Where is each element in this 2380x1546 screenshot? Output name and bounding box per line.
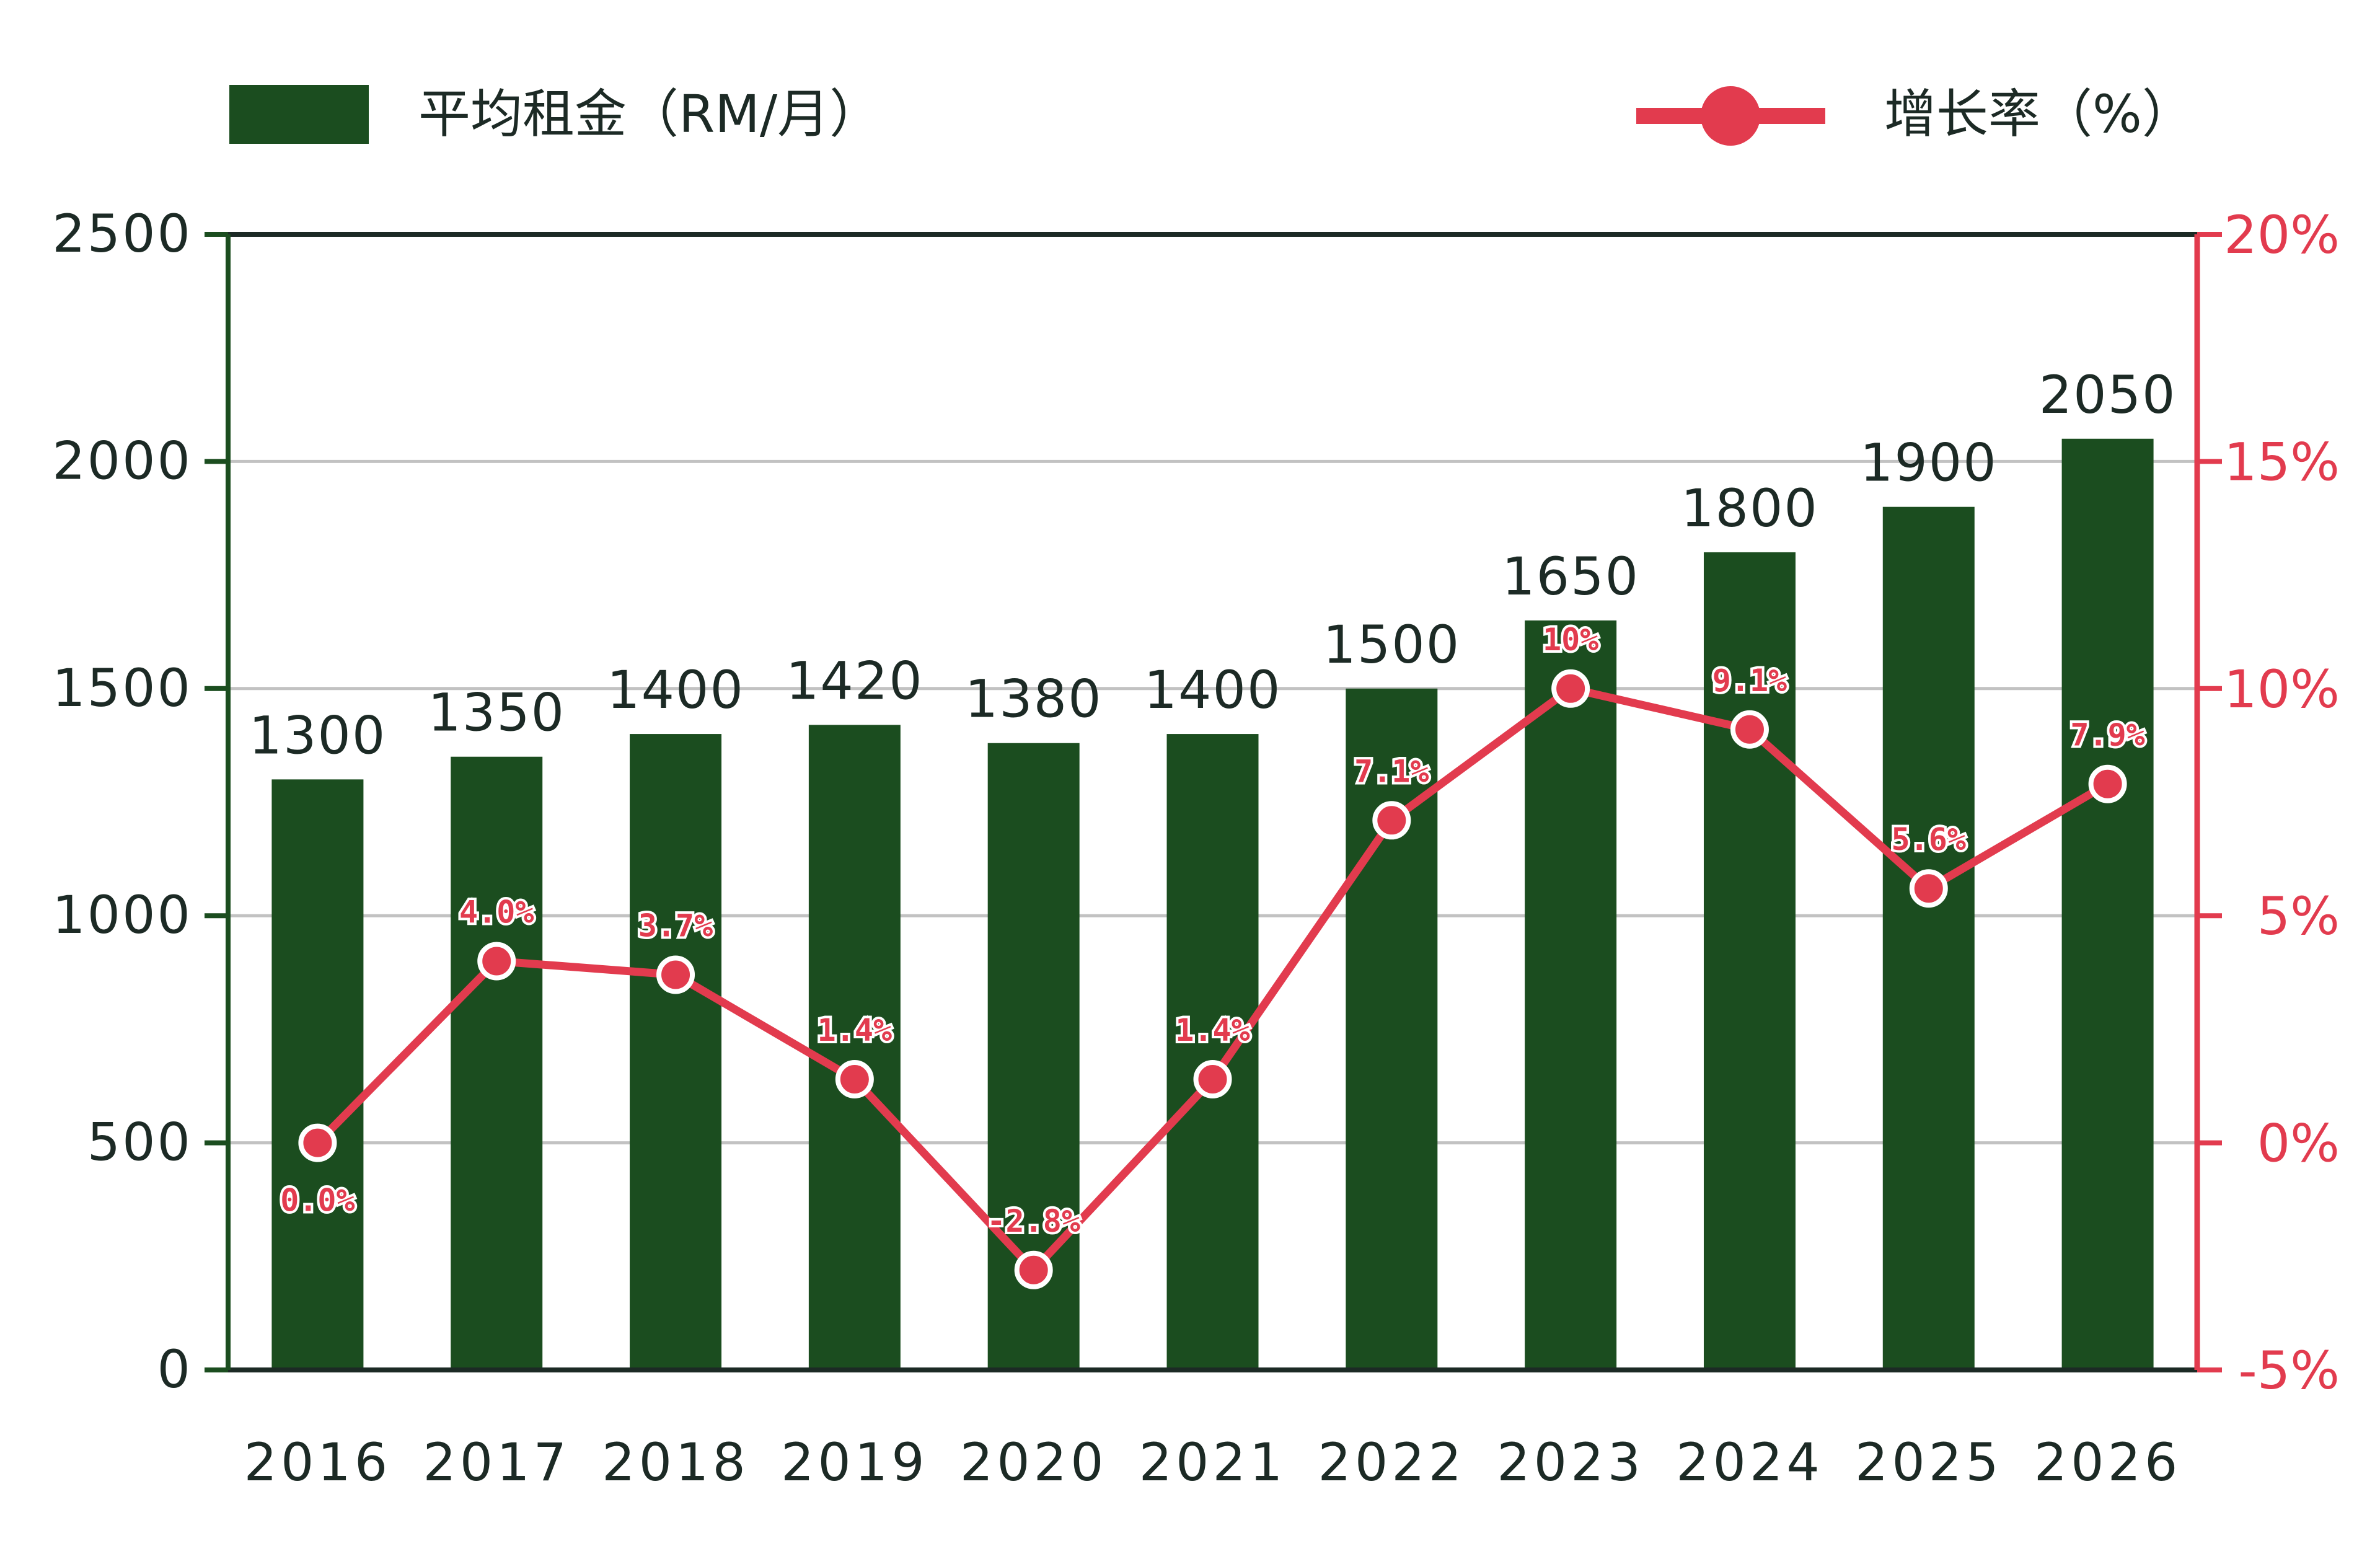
growth-value-label: 4.0% (459, 894, 534, 930)
bar-value-label: 1400 (1144, 660, 1282, 720)
bar (1525, 620, 1617, 1370)
legend-bar-label: 平均租金（RM/月） (418, 84, 881, 144)
right-tick-label: 15% (2224, 431, 2340, 492)
growth-value-label: 0.0% (280, 1183, 355, 1219)
bar-value-label: 1500 (1323, 614, 1460, 675)
bar (1882, 506, 1975, 1371)
growth-point (298, 1123, 337, 1162)
bar-series (271, 438, 2154, 1371)
bar-value-label: 1300 (249, 705, 387, 766)
right-tick-label: -5% (2238, 1340, 2340, 1401)
bar-value-label: 1380 (965, 669, 1103, 730)
bar-value-label: 1420 (786, 650, 923, 711)
x-tick-label: 2025 (1855, 1432, 2003, 1493)
left-tick-label: 1500 (52, 658, 192, 718)
x-tick-label: 2021 (1139, 1432, 1287, 1493)
right-tick-label: 0% (2257, 1113, 2340, 1174)
growth-value-label: 5.6% (1892, 821, 1966, 857)
legend-line-label: 增长率（%） (1884, 84, 2194, 144)
bar (1703, 552, 1796, 1371)
growth-value-label: -2.8% (987, 1203, 1080, 1239)
legend: 平均租金（RM/月） 增长率（%） (229, 84, 2194, 146)
growth-point (1551, 669, 1590, 708)
bar (808, 725, 901, 1370)
x-tick-label: 2018 (602, 1432, 749, 1493)
growth-point (835, 1060, 874, 1099)
bar-value-label: 2050 (2039, 364, 2177, 425)
right-tick-label: 20% (2224, 205, 2340, 265)
bar (630, 734, 722, 1370)
bar-value-label: 1900 (1860, 433, 1998, 493)
x-tick-label: 2016 (244, 1432, 392, 1493)
axes: 0 500 1000 1500 2000 2500 -5% 0% 5% 10% 15% 20% 2016… (52, 203, 2340, 1493)
right-tick-label: 5% (2257, 886, 2340, 947)
growth-point (1909, 869, 1948, 908)
data-labels: 1300 1350 1400 1420 1380 1400 1500 1650 1800 1900… (249, 364, 2177, 1242)
growth-value-label: 9.1% (1712, 663, 1787, 699)
left-tick-label: 500 (87, 1112, 192, 1173)
x-tick-label: 2022 (1318, 1432, 1465, 1493)
right-tick-label: 10% (2224, 659, 2340, 720)
x-tick-label: 2026 (2034, 1432, 2182, 1493)
growth-value-label: 1.4% (1175, 1012, 1250, 1048)
growth-line-series (298, 669, 2127, 1289)
growth-point (1730, 710, 1769, 749)
bar (1166, 734, 1259, 1370)
growth-value-label: 3.7% (638, 908, 713, 943)
left-tick-label: 1000 (52, 885, 192, 945)
legend-bar-swatch (229, 85, 369, 144)
x-tick-label: 2023 (1497, 1432, 1644, 1493)
x-tick-label: 2024 (1676, 1432, 1823, 1493)
growth-point (656, 955, 695, 994)
bar (2061, 438, 2154, 1370)
bar-value-label: 1650 (1502, 546, 1639, 607)
growth-point (1193, 1060, 1232, 1099)
growth-point (1372, 801, 1411, 840)
growth-value-label: 7.9% (2070, 717, 2144, 753)
x-tick-label: 2020 (960, 1432, 1108, 1493)
growth-value-label: 7.1% (1354, 753, 1429, 789)
left-tick-label: 2500 (52, 203, 192, 264)
bar (1346, 688, 1438, 1370)
legend-line-marker (1701, 86, 1760, 146)
x-tick-label: 2017 (423, 1432, 570, 1493)
bar (451, 756, 543, 1370)
left-tick-label: 0 (157, 1339, 192, 1400)
bar-value-label: 1800 (1681, 478, 1818, 539)
bar-value-label: 1400 (607, 660, 744, 720)
bar (271, 779, 364, 1370)
growth-point (1014, 1250, 1053, 1289)
left-tick-label: 2000 (52, 430, 192, 491)
growth-value-label: 10% (1543, 622, 1598, 658)
x-tick-label: 2019 (781, 1432, 928, 1493)
growth-point (477, 942, 516, 981)
growth-point (2088, 764, 2127, 803)
bar-value-label: 1350 (428, 682, 565, 743)
growth-value-label: 1.4% (818, 1012, 892, 1048)
